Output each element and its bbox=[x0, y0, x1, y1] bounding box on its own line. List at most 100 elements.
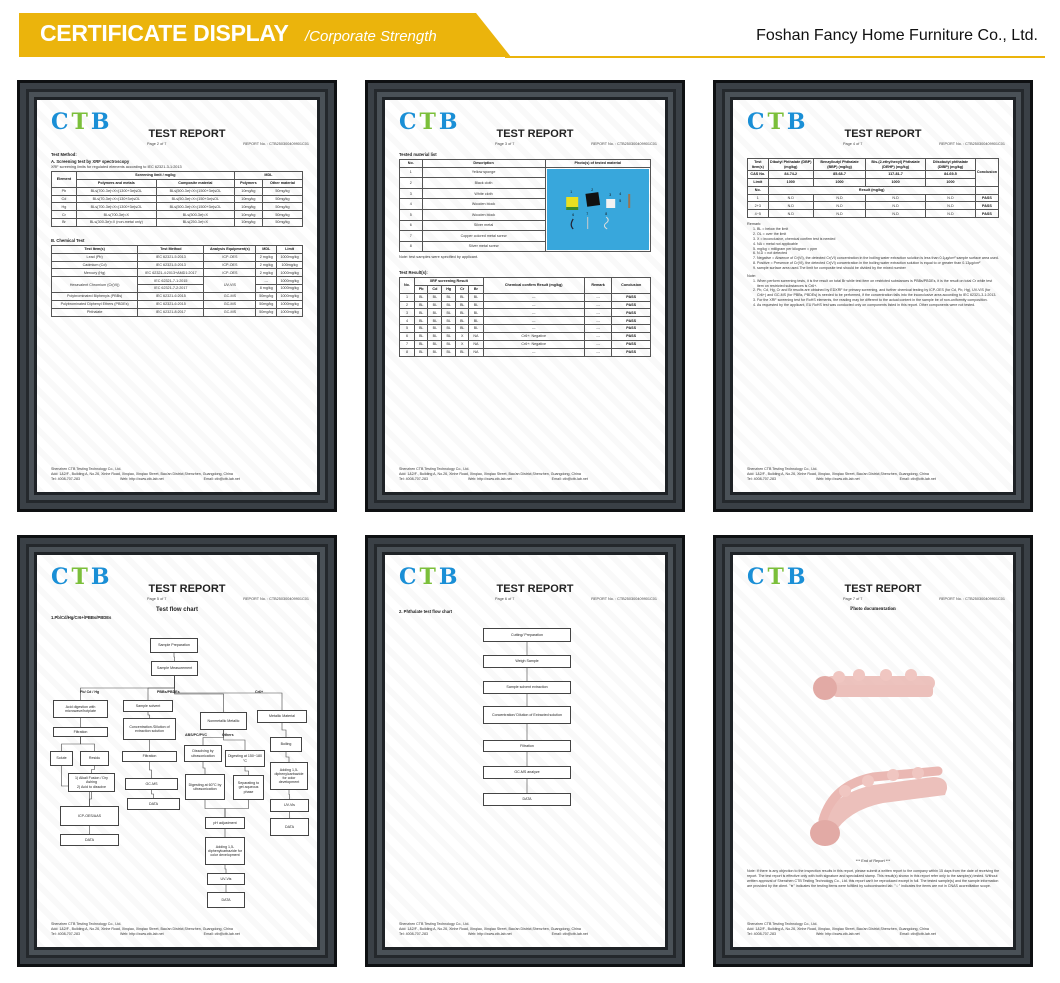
footer-tel: Tel: 4008-707-283 bbox=[747, 477, 776, 482]
flow-step-box: GC-MS bbox=[125, 778, 178, 790]
table-cell: Cr6+: Negative bbox=[482, 332, 585, 341]
table-cell: 1000 bbox=[812, 177, 867, 187]
table-cell: BL bbox=[455, 347, 470, 357]
table-cell: 4~5 bbox=[747, 209, 769, 219]
remark-item: OL = over the limit bbox=[757, 232, 999, 237]
column-header: Benzylbutyl Phthalate (BBP) (mg/kg) bbox=[812, 157, 867, 172]
flow-step-box: Sample solvent bbox=[123, 700, 173, 712]
photo-sample-number: 7 bbox=[586, 212, 588, 216]
table-row: 6 BL BL BL X NA Cr6+: Negative --- PASS bbox=[399, 332, 651, 341]
table-cell: BL≤(500-3σ)<X bbox=[155, 210, 235, 220]
table-cell: BL≤(70-3σ)<X<(130+3σ)≤OL bbox=[75, 194, 157, 204]
report-footer: Shenzhen CTB Testing Technology Co., Ltd… bbox=[399, 467, 657, 482]
certificate-frame: CTB TEST REPORT Page 6 of 7 REPORT No. : CT… bbox=[365, 535, 685, 967]
table-cell: BL≤(700-3σ)<X<(1300+3σ)≤OL bbox=[75, 186, 157, 196]
photo-sample-number: 6 bbox=[572, 213, 574, 217]
table-cell: BL bbox=[427, 347, 443, 357]
report-title: TEST REPORT bbox=[496, 128, 574, 140]
table-cell: --- bbox=[482, 347, 585, 357]
ctb-logo: CTB bbox=[51, 109, 113, 135]
flow-step-box: Filtration bbox=[483, 740, 571, 752]
table-cell: N.D bbox=[812, 209, 867, 219]
footer-company: Shenzhen CTB Testing Technology Co., Ltd… bbox=[399, 922, 470, 927]
report-content: Test flow chart 1.Pb/Cd/Hg/Cr6+/PBBs/PBDE… bbox=[51, 605, 303, 620]
table-cell: Phthalate bbox=[50, 307, 139, 317]
column-header: Test Item(s) bbox=[747, 157, 769, 172]
column-header: Element bbox=[51, 171, 77, 188]
table-cell: Mercury (Hg) bbox=[50, 268, 139, 278]
note-item: As requested by the applicant, EU RoHS t… bbox=[757, 303, 999, 308]
flow-arrow bbox=[174, 676, 224, 712]
flow-connectors bbox=[526, 642, 528, 793]
report-meta: Page 4 of 7 REPORT No. : CTB250300409901C… bbox=[843, 142, 1005, 146]
page-subtitle: /Corporate Strength bbox=[305, 28, 437, 45]
flow-branch-label: Pb/ Cd / Hg bbox=[80, 690, 100, 694]
table-cell: IEC 62321-6:2015 bbox=[137, 299, 205, 309]
table-cell: --- bbox=[583, 339, 613, 349]
footer-tel: Tel: 4008-707-283 bbox=[51, 477, 80, 482]
section-heading: B. Chemical Test bbox=[51, 237, 85, 243]
flow-arrow bbox=[147, 712, 150, 718]
footer-web: Web: http://www.ctb-lab.net bbox=[815, 932, 860, 937]
table-cell: 4 bbox=[399, 198, 423, 210]
table-row: 7 BL BL BL X NA Cr6+: Negative --- PASS bbox=[399, 339, 651, 349]
column-header: Test Method bbox=[137, 244, 205, 254]
table-cell: --- bbox=[583, 332, 613, 341]
footer-tel: Tel: 4008-707-283 bbox=[399, 477, 428, 482]
flow-arrow bbox=[174, 676, 283, 710]
logo-letter: T bbox=[71, 109, 91, 135]
report-number: REPORT No. : CTB250300409901C01 bbox=[939, 142, 1005, 146]
table-cell: --- bbox=[583, 300, 613, 310]
footer-address: Add: 1&2/F., Building A, No.26, Xinhe Ro… bbox=[51, 472, 233, 477]
footer-address: Add: 1&2/F., Building A, No.26, Xinhe Ro… bbox=[747, 927, 929, 932]
ctb-logo: CTB bbox=[51, 564, 113, 590]
note-item: Pb, Cd, Hg, Cr and Br results are obtain… bbox=[757, 288, 999, 298]
table-row: Limit 1000 1000 1000 1000 bbox=[747, 177, 999, 187]
material-photo: 1 2 3 4 5 6 7 8 bbox=[544, 166, 652, 253]
flow-step-box: DATA bbox=[60, 834, 119, 846]
column-header: Analysis Equipment(s) bbox=[203, 244, 257, 254]
flow-arrow bbox=[173, 653, 175, 661]
column-header: Hg bbox=[441, 284, 457, 294]
flow-arrow bbox=[244, 767, 249, 775]
report-title: TEST REPORT bbox=[496, 583, 574, 595]
column-header: Screening limit / mg/kg bbox=[75, 171, 235, 180]
column-header: No. bbox=[399, 277, 415, 294]
table-cell: Silver metal bbox=[421, 219, 546, 232]
footer-company: Shenzhen CTB Testing Technology Co., Ltd… bbox=[51, 467, 122, 472]
table-row: Lead (Pb) IEC 62321-5:2013 ICP-OES 2 mg/kg 1… bbox=[50, 252, 303, 262]
table-cell: 2 bbox=[399, 300, 415, 310]
table-cell: Cd bbox=[51, 194, 77, 204]
certificate-frame: CTB TEST REPORT Page 3 of 7 REPORT No. : CT… bbox=[365, 80, 685, 512]
column-header: Polymers and metals bbox=[75, 178, 157, 188]
table-row: 1 BL BL BL BL BL --- --- PASS bbox=[399, 292, 651, 302]
table-cell: N.D bbox=[812, 201, 867, 211]
footer-email: Email: ctb@ctb-lab.net bbox=[203, 477, 240, 482]
report-meta: Page 2 of 7 REPORT No. : CTB250300409901C… bbox=[147, 142, 309, 146]
remark-heading: Remark: bbox=[747, 222, 762, 227]
table-cell: 1000mg/kg bbox=[276, 268, 303, 278]
table-cell: BL bbox=[427, 316, 443, 326]
table-cell: 4 bbox=[399, 316, 415, 326]
certificate-frame: CTB TEST REPORT Page 2 of 7 REPORT No. : CT… bbox=[17, 80, 337, 512]
table-cell: PASS bbox=[611, 332, 651, 341]
flow-arrow bbox=[288, 790, 290, 799]
table-row: 1 Yellow sponge 1 2 3 4 5 6 7 8 bbox=[399, 166, 652, 253]
table-row: 4~5 N.D N.D N.D N.D PASS bbox=[747, 209, 1000, 219]
table-cell: --- bbox=[482, 300, 585, 310]
table-cell: IEC 62321-5:2013 bbox=[137, 260, 205, 270]
report-title: TEST REPORT bbox=[844, 128, 922, 140]
table-cell: BL bbox=[413, 316, 429, 326]
table-cell: IEC 62321-7-1:2015 bbox=[137, 276, 205, 286]
report-number: REPORT No. : CTB250300409901C01 bbox=[591, 142, 657, 146]
table-cell: PASS bbox=[611, 316, 651, 326]
flow-step-box: ICP-OES/AAS bbox=[60, 806, 119, 826]
page-number: Page 3 of 7 bbox=[495, 142, 515, 146]
note-heading: Note: bbox=[747, 273, 757, 278]
table-cell: 2 mg/kg bbox=[255, 252, 278, 262]
flow-step-box: Weigh Sample bbox=[483, 655, 571, 668]
logo-letter: T bbox=[767, 109, 787, 135]
table-cell: Polybrominated Diphenyl Ethers (PBDEs) bbox=[50, 299, 139, 309]
footer-company: Shenzhen CTB Testing Technology Co., Ltd… bbox=[747, 922, 818, 927]
black-cloth bbox=[585, 191, 600, 207]
